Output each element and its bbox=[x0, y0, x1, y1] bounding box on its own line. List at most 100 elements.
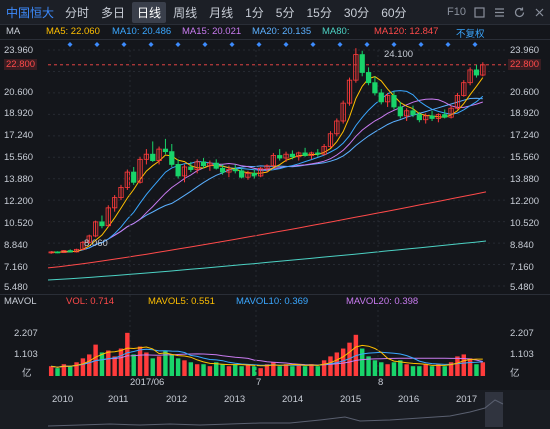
candle-body bbox=[150, 153, 156, 161]
volume-bar bbox=[137, 346, 143, 376]
price-axis-right-top: 23.960 bbox=[510, 45, 540, 56]
volume-bar bbox=[328, 356, 333, 376]
toolbar: 中国恒大 分时 多日 日线 周线 月线 1分 5分 15分 30分 60分 F1… bbox=[0, 0, 550, 25]
tab-15min[interactable]: 15分 bbox=[306, 5, 332, 20]
price-axis-left: 12.200 bbox=[4, 196, 34, 207]
volume-bar bbox=[67, 366, 73, 376]
volume-bar bbox=[264, 364, 270, 376]
square-icon[interactable] bbox=[473, 6, 486, 19]
candle-body bbox=[423, 115, 429, 121]
date-label: 8 bbox=[378, 377, 384, 388]
candle-body bbox=[353, 54, 359, 81]
price-axis-left: 18.920 bbox=[4, 108, 34, 119]
year-label: 2010 bbox=[52, 394, 74, 405]
event-marker-icon bbox=[391, 42, 397, 47]
candle-body bbox=[461, 82, 467, 96]
close-icon[interactable] bbox=[533, 6, 546, 19]
volume-bar bbox=[315, 366, 321, 376]
price-axis-left: 8.840 bbox=[4, 240, 28, 251]
tab-5min[interactable]: 5分 bbox=[275, 5, 295, 20]
volume-bar bbox=[99, 352, 105, 376]
volume-bar bbox=[106, 350, 111, 376]
event-marker-icon bbox=[472, 42, 478, 47]
tab-weekly[interactable]: 周线 bbox=[173, 5, 198, 20]
candle-body bbox=[61, 250, 67, 253]
volume-bar bbox=[340, 348, 346, 376]
history-navigator[interactable]: 2010 2011 2012 2013 2014 2015 2016 2017 bbox=[0, 390, 550, 429]
volume-bar bbox=[366, 356, 371, 376]
volume-bar bbox=[410, 366, 416, 376]
price-axis-left-bottom: 5.480 bbox=[4, 282, 28, 293]
candle-body bbox=[245, 172, 251, 178]
tab-monthly[interactable]: 月线 bbox=[209, 5, 234, 20]
volume-bar bbox=[404, 364, 409, 376]
date-label: 7 bbox=[256, 377, 262, 388]
list-icon[interactable] bbox=[493, 6, 506, 19]
mavol-label: MAVOL bbox=[4, 296, 37, 307]
candle-body bbox=[251, 172, 257, 177]
price-axis-right: 7.160 bbox=[510, 262, 534, 273]
navigator-window[interactable] bbox=[485, 392, 503, 427]
volume-bar bbox=[448, 362, 454, 376]
stock-title[interactable]: 中国恒大 bbox=[6, 5, 55, 20]
candle-body bbox=[213, 162, 219, 169]
volume-bar bbox=[74, 362, 79, 376]
candle-body bbox=[467, 69, 473, 84]
volume-bar bbox=[271, 362, 276, 376]
volume-axis-right: 1.103 bbox=[510, 349, 534, 360]
tab-60min[interactable]: 60分 bbox=[381, 5, 407, 20]
navigator-sparkline bbox=[47, 392, 504, 427]
candle-body bbox=[384, 95, 391, 103]
f10-button[interactable]: F10 bbox=[447, 6, 466, 18]
candle-body bbox=[429, 115, 435, 119]
candle-body bbox=[321, 146, 327, 155]
volume-bar bbox=[118, 348, 124, 376]
high-price-label: 24.100 bbox=[384, 49, 414, 60]
price-axis-left: 20.600 bbox=[4, 87, 34, 98]
volume-bar bbox=[423, 364, 428, 376]
volume-bar bbox=[334, 352, 340, 376]
tab-multi-day[interactable]: 多日 bbox=[101, 5, 126, 20]
volume-bar bbox=[220, 364, 225, 376]
candle-body bbox=[105, 207, 111, 227]
price-axis-right: 20.600 bbox=[510, 87, 540, 98]
tab-30min[interactable]: 30分 bbox=[343, 5, 370, 20]
mavol5-value: MAVOL5: 0.551 bbox=[148, 296, 215, 307]
year-label: 2013 bbox=[224, 394, 246, 405]
price-axis-left: 13.880 bbox=[4, 174, 34, 185]
volume-bar bbox=[379, 362, 384, 376]
volume-bar bbox=[480, 362, 486, 376]
volume-bar bbox=[467, 358, 473, 376]
candle-body bbox=[410, 110, 416, 116]
year-label: 2017 bbox=[456, 394, 478, 405]
candle-body bbox=[80, 241, 86, 250]
candle-body bbox=[175, 164, 181, 177]
price-axis-left: 17.240 bbox=[4, 130, 34, 141]
tab-intraday[interactable]: 分时 bbox=[65, 5, 90, 20]
tab-1min[interactable]: 1分 bbox=[245, 5, 264, 20]
candle-body bbox=[296, 152, 302, 158]
volume-bar bbox=[48, 366, 54, 376]
adjust-toggle[interactable]: 不复权 bbox=[456, 29, 485, 40]
ma10-value: MA10: 20.486 bbox=[112, 26, 172, 37]
price-axis-left: 7.160 bbox=[4, 262, 28, 273]
volume-bar bbox=[213, 362, 219, 376]
volume-bar bbox=[296, 364, 301, 376]
ma120-value: MA120: 12.847 bbox=[374, 26, 439, 37]
price-chart[interactable] bbox=[0, 0, 550, 390]
price-axis-left-top: 23.960 bbox=[4, 45, 34, 56]
volume-bar bbox=[207, 366, 213, 376]
volume-bar bbox=[417, 366, 422, 376]
volume-bar bbox=[436, 364, 441, 376]
price-axis-right: 18.920 bbox=[510, 108, 540, 119]
volume-legend: MAVOL VOL: 0.714 MAVOL5: 0.551 MAVOL10: … bbox=[0, 295, 550, 309]
candle-body bbox=[404, 110, 410, 117]
price-axis-right: 8.840 bbox=[510, 240, 534, 251]
candle-body bbox=[473, 69, 480, 76]
mavol20-line bbox=[51, 353, 483, 368]
refresh-icon[interactable] bbox=[513, 6, 526, 19]
volume-bar bbox=[461, 354, 467, 376]
candle-body bbox=[435, 114, 442, 119]
tab-daily[interactable]: 日线 bbox=[132, 1, 167, 23]
volume-bar bbox=[125, 332, 130, 376]
